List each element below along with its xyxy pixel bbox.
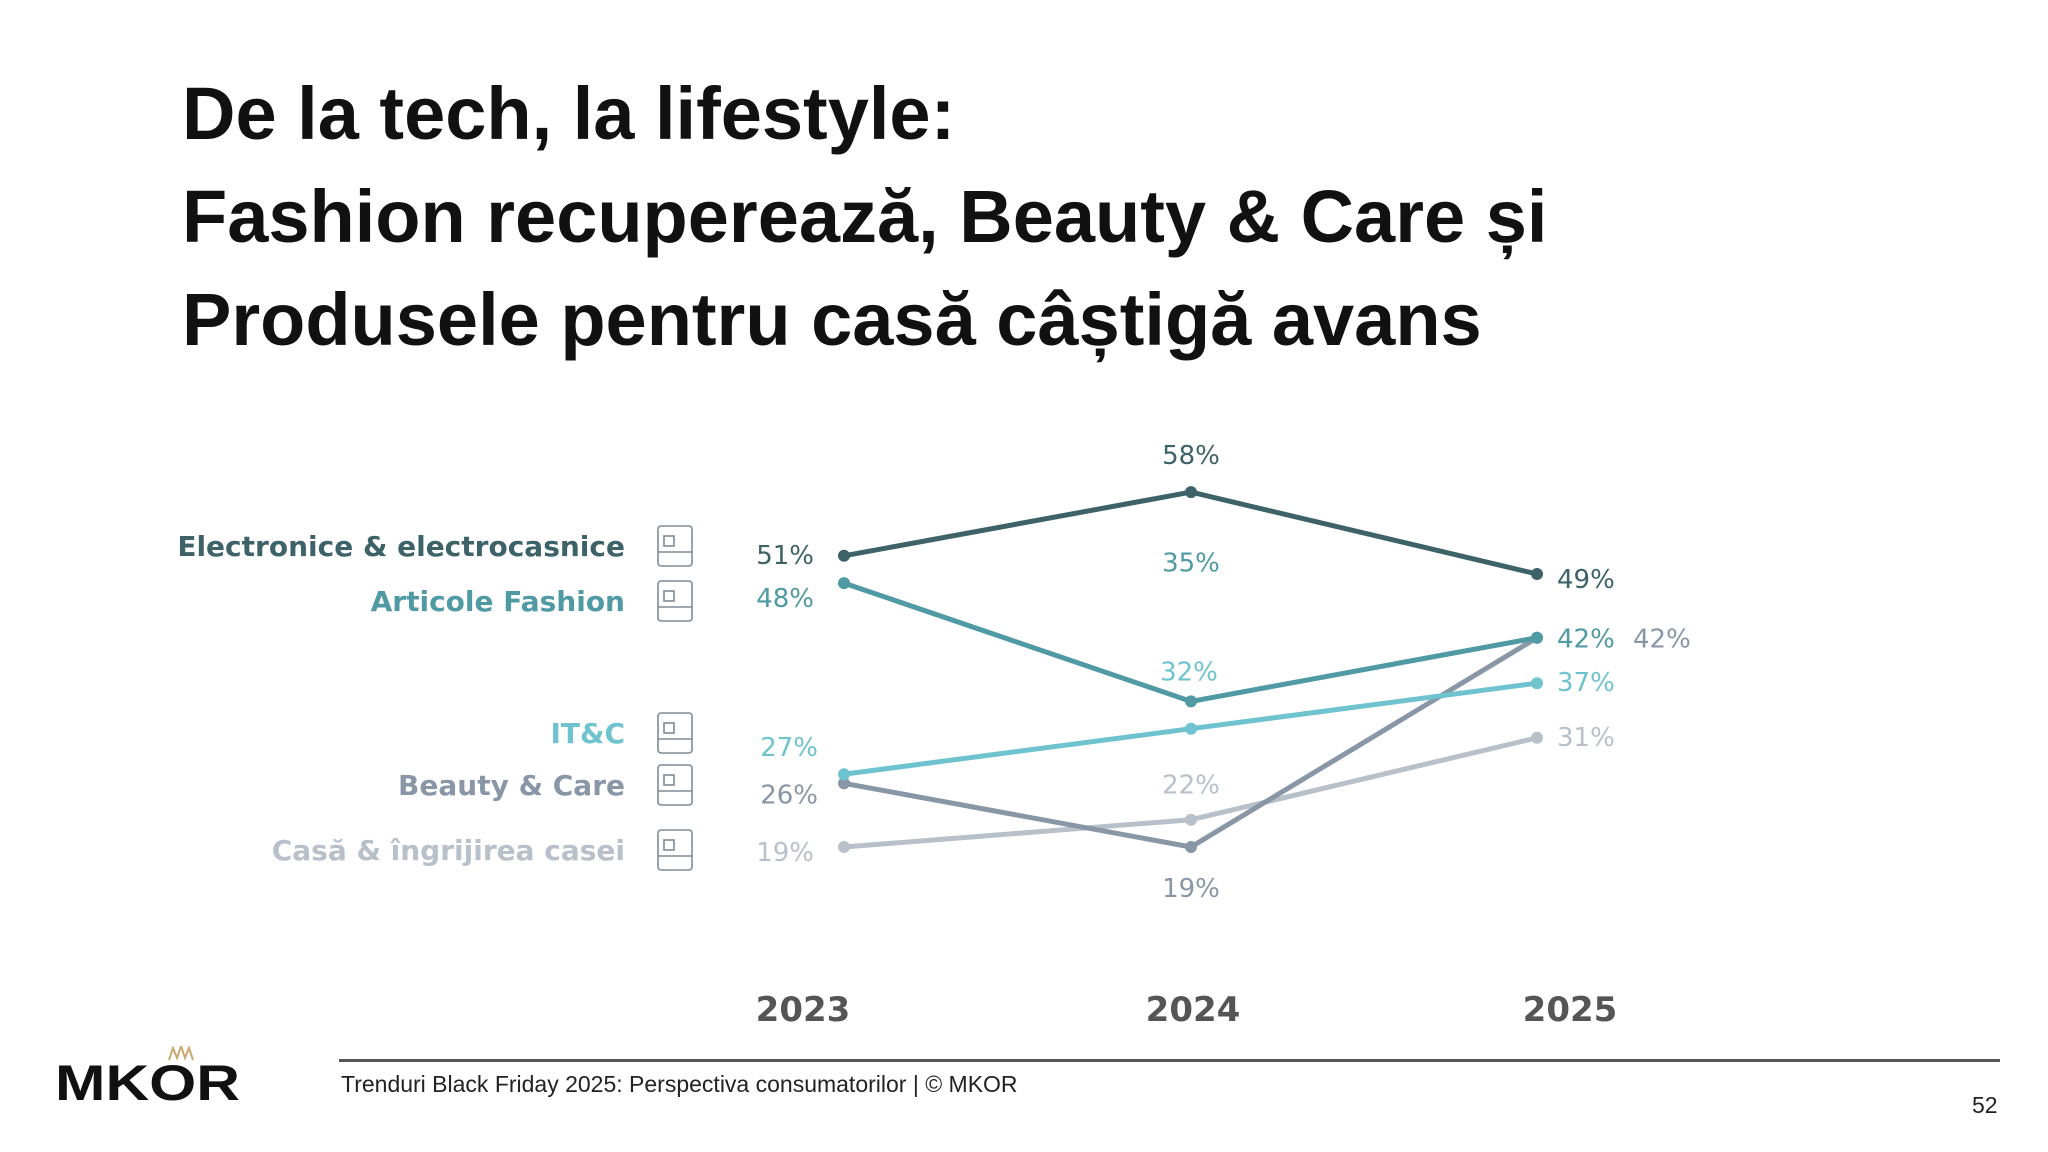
data-label: 31%: [1557, 723, 1615, 753]
page-number: 52: [1972, 1092, 1998, 1118]
data-label: 42%: [1557, 625, 1615, 655]
cosmetics-icon: [657, 764, 693, 806]
data-label: 22%: [1162, 771, 1220, 801]
title-line-2: Fashion recuperează, Beauty & Care și: [182, 175, 1548, 258]
legend-label: Beauty & Care: [398, 769, 625, 802]
data-label: 49%: [1557, 565, 1615, 595]
data-label: 42%: [1633, 625, 1691, 655]
data-label: 19%: [756, 838, 814, 868]
x-axis-label: 2025: [1523, 990, 1618, 1030]
crown-icon: [168, 1046, 194, 1061]
data-label: 51%: [756, 541, 814, 571]
data-point: [1531, 568, 1543, 580]
x-axis-label: 2024: [1146, 990, 1241, 1030]
data-label: 58%: [1162, 441, 1220, 471]
data-point: [1531, 731, 1543, 744]
footer-divider: [339, 1059, 2000, 1062]
data-point: [1185, 486, 1197, 499]
data-point: [1531, 677, 1543, 690]
data-point: [838, 577, 850, 590]
svg-text:MKOR: MKOR: [55, 1055, 240, 1106]
title-line-1: De la tech, la lifestyle:: [182, 72, 956, 155]
data-point: [838, 777, 850, 790]
data-label: 37%: [1557, 668, 1615, 698]
devices-icon: [657, 712, 693, 754]
data-point: [838, 768, 850, 781]
x-axis-label: 2023: [756, 990, 851, 1030]
data-label: 26%: [760, 780, 818, 810]
legend-label: IT&C: [551, 717, 625, 750]
cleaning-basket-icon: [657, 829, 693, 871]
legend-label: Electronice & electrocasnice: [177, 530, 625, 563]
appliances-icon: [657, 525, 693, 567]
data-label: 48%: [756, 584, 814, 614]
data-point: [1185, 841, 1197, 853]
data-label: 19%: [1162, 874, 1220, 904]
title-line-3: Produsele pentru casă câștigă avans: [182, 278, 1482, 361]
data-point: [838, 841, 850, 853]
fashion-icon: [657, 580, 693, 622]
legend-label: Articole Fashion: [371, 585, 625, 618]
data-point: [838, 549, 850, 562]
data-label: 35%: [1162, 548, 1220, 578]
data-label: 32%: [1160, 658, 1218, 688]
data-point: [1185, 722, 1197, 735]
footer-text: Trenduri Black Friday 2025: Perspectiva …: [341, 1071, 1018, 1097]
data-label: 27%: [760, 733, 818, 763]
data-point: [1185, 695, 1197, 708]
legend-label: Casă & îngrijirea casei: [272, 834, 625, 867]
mkor-logo: MKOR: [55, 1046, 240, 1106]
data-point: [1531, 631, 1543, 644]
page-title: De la tech, la lifestyle: Fashion recupe…: [182, 62, 1547, 371]
data-point: [1185, 813, 1197, 826]
